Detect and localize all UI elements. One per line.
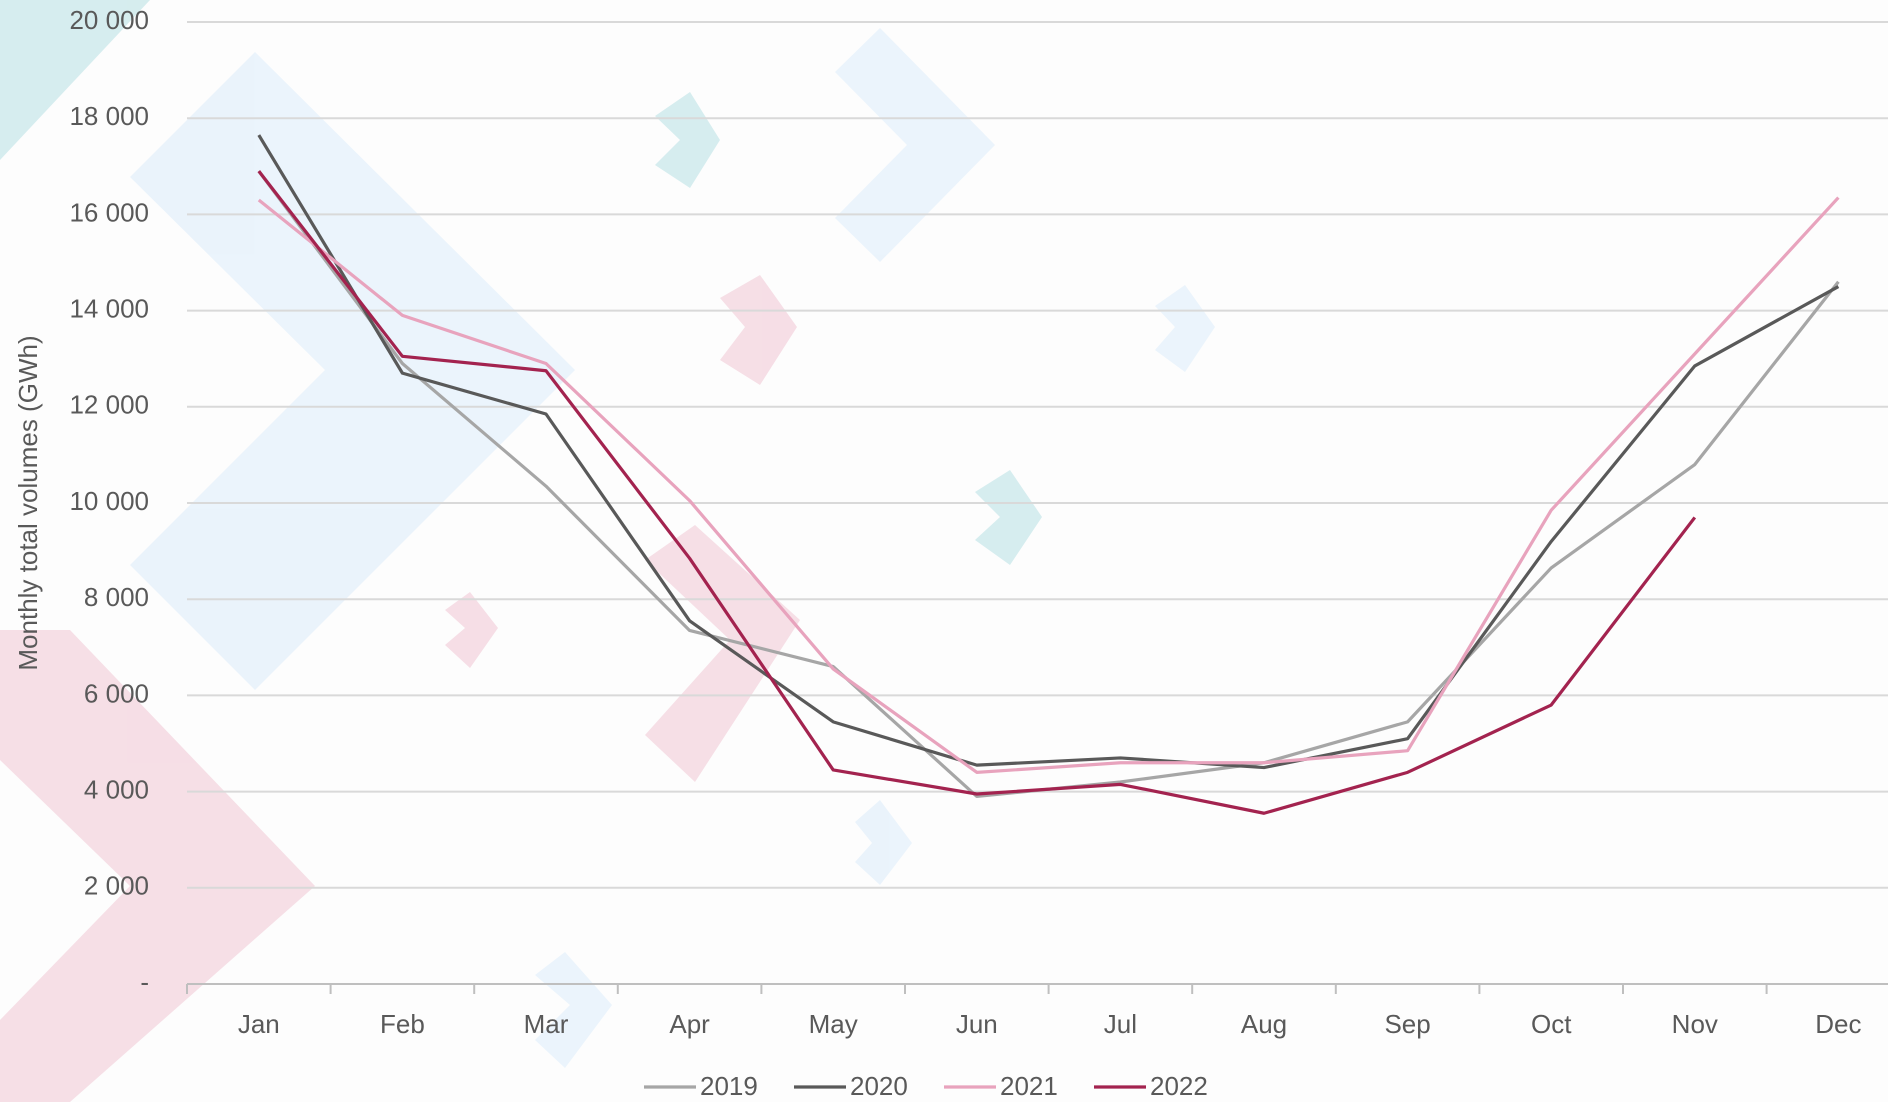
y-tick-label: -: [140, 967, 149, 997]
x-tick-label: May: [809, 1009, 858, 1039]
x-tick-label: Jul: [1104, 1009, 1137, 1039]
plot: [257, 134, 1840, 815]
x-tick-label: Nov: [1672, 1009, 1718, 1039]
y-tick-label: 14 000: [69, 293, 149, 323]
series-line: [257, 196, 1840, 774]
x-tick-label: Oct: [1531, 1009, 1572, 1039]
y-tick-label: 10 000: [69, 486, 149, 516]
x-tick-label: Mar: [524, 1009, 569, 1039]
series-line: [257, 170, 1697, 815]
x-tick-label: Jun: [956, 1009, 998, 1039]
y-tick-label: 18 000: [69, 101, 149, 131]
y-tick-label: 20 000: [69, 5, 149, 35]
y-axis-label: Monthly total volumes (GWh): [13, 335, 43, 670]
y-tick-label: 12 000: [69, 390, 149, 420]
x-tick-label: Dec: [1815, 1009, 1861, 1039]
background-decor: [0, 0, 1215, 1102]
x-tick-label: Aug: [1241, 1009, 1287, 1039]
x-tick-label: Jan: [238, 1009, 280, 1039]
series-line: [257, 170, 1840, 799]
series-line: [257, 134, 1840, 770]
y-tick-label: 6 000: [84, 678, 149, 708]
y-tick-label: 16 000: [69, 197, 149, 227]
y-tick-label: 2 000: [84, 871, 149, 901]
legend-label: 2020: [850, 1071, 908, 1101]
legend-label: 2019: [700, 1071, 758, 1101]
legend: 2019 2020 2021 2022: [644, 1071, 1208, 1101]
y-tick-label: 8 000: [84, 582, 149, 612]
x-tick-label: Sep: [1384, 1009, 1430, 1039]
x-tick-label: Apr: [669, 1009, 710, 1039]
x-tick-label: Feb: [380, 1009, 425, 1039]
legend-label: 2021: [1000, 1071, 1058, 1101]
y-tick-label: 4 000: [84, 774, 149, 804]
legend-label: 2022: [1150, 1071, 1208, 1101]
